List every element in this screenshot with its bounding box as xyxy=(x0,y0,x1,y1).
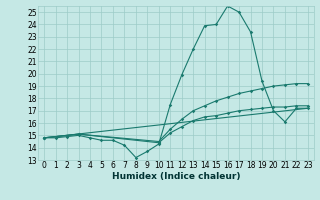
X-axis label: Humidex (Indice chaleur): Humidex (Indice chaleur) xyxy=(112,172,240,181)
